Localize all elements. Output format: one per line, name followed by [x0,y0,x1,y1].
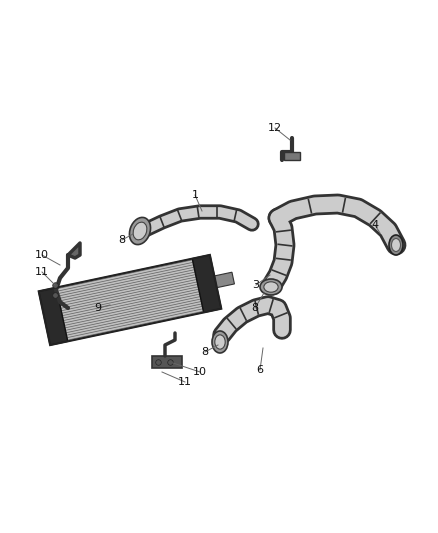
Text: 12: 12 [268,123,282,133]
Text: 3: 3 [252,280,259,290]
Ellipse shape [392,238,400,252]
Polygon shape [192,255,221,312]
Ellipse shape [212,331,228,353]
Ellipse shape [264,282,278,292]
Ellipse shape [260,279,282,295]
Text: 8: 8 [118,235,126,245]
Ellipse shape [133,222,147,240]
Text: 10: 10 [35,250,49,260]
Text: 1: 1 [191,190,198,200]
Text: 8: 8 [201,347,208,357]
Bar [152,356,182,368]
Polygon shape [214,272,234,288]
Text: 10: 10 [193,367,207,377]
Polygon shape [68,243,80,258]
Text: 11: 11 [178,377,192,387]
Text: 9: 9 [95,303,102,313]
Polygon shape [39,287,68,345]
Text: 8: 8 [251,303,258,313]
Ellipse shape [389,235,403,255]
Bar [284,152,300,160]
Polygon shape [57,259,204,341]
Ellipse shape [130,217,151,245]
Text: 6: 6 [257,365,264,375]
Text: 4: 4 [371,220,378,230]
Text: 11: 11 [35,267,49,277]
Ellipse shape [215,335,225,349]
